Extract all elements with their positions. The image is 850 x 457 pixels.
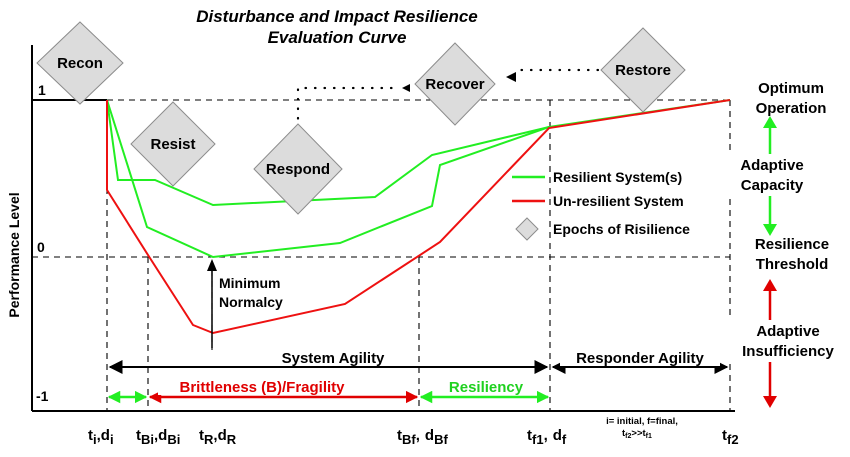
unresilient-curve bbox=[106, 99, 731, 335]
legend: Resilient System(s) Un-resilient System … bbox=[512, 169, 690, 241]
adaptive-insufficiency-label-bg bbox=[725, 320, 845, 362]
legend-resilient-label: Resilient System(s) bbox=[553, 169, 682, 185]
resiliency-label-bg bbox=[440, 379, 532, 395]
optimum-line-1: Optimum bbox=[758, 80, 824, 97]
phase-restore: Restore bbox=[600, 27, 686, 113]
adaptive-insufficiency-arrowhead-down bbox=[763, 396, 777, 408]
y-tick-minus-1: -1 bbox=[36, 388, 49, 404]
responder-agility-label-bg bbox=[560, 350, 720, 366]
phase-respond: Respond bbox=[253, 123, 343, 215]
legend-epochs-swatch bbox=[515, 217, 539, 241]
legend-unresilient-label: Un-resilient System bbox=[553, 193, 684, 209]
phase-recover: Recover bbox=[414, 42, 496, 126]
legend-epochs-label: Epochs of Risilience bbox=[553, 221, 690, 237]
adaptive-capacity-line-2: Capacity bbox=[741, 177, 804, 194]
x-tick-tbi-dbi: tBi,dBi bbox=[136, 427, 180, 447]
responder-agility-label: Responder Agility bbox=[576, 350, 704, 367]
adaptive-insufficiency-line-2: Insufficiency bbox=[742, 343, 834, 360]
phase-recover-label: Recover bbox=[425, 76, 484, 93]
phase-recon: Recon bbox=[36, 21, 124, 105]
system-agility-label-bg bbox=[270, 350, 396, 366]
adaptive-capacity-arrowhead-down bbox=[763, 224, 777, 236]
adaptive-insufficiency-line-1: Adaptive bbox=[756, 323, 819, 340]
x-note-line-1: i= initial, f=final, bbox=[606, 416, 678, 427]
restore-to-recover-arrowhead bbox=[506, 72, 516, 82]
adaptive-insufficiency-arrowhead-up bbox=[763, 279, 777, 291]
title-line-2: Evaluation Curve bbox=[268, 28, 407, 47]
adaptive-capacity-line-1: Adaptive bbox=[740, 157, 803, 174]
resiliency-label: Resiliency bbox=[449, 379, 524, 396]
adaptive-capacity-arrowhead-up bbox=[763, 116, 777, 128]
minimum-normalcy-line-1: Minimum bbox=[219, 275, 280, 291]
brittleness-label: Brittleness (B)/Fragility bbox=[179, 379, 345, 396]
x-note-line-2: tf2>>tf1 bbox=[622, 428, 652, 440]
phase-restore-label: Restore bbox=[615, 62, 671, 79]
x-tick-tbf-dbf: tBf, dBf bbox=[397, 427, 448, 447]
phase-recon-label: Recon bbox=[57, 55, 103, 72]
resilience-threshold-line-1: Resilience bbox=[755, 236, 829, 253]
resilient-lower-curve bbox=[106, 99, 550, 259]
respond-to-recover-arrowhead bbox=[402, 84, 410, 92]
minimum-normalcy-arrowhead bbox=[207, 259, 217, 271]
x-tick-tr-dr: tR,dR bbox=[199, 427, 237, 447]
optimum-line-2: Operation bbox=[756, 100, 827, 117]
brittleness-label-bg bbox=[158, 379, 376, 395]
phase-respond-label: Respond bbox=[266, 161, 330, 178]
y-tick-0: 0 bbox=[37, 239, 45, 255]
phase-resist: Resist bbox=[130, 101, 216, 187]
adaptive-capacity-label-bg bbox=[725, 154, 817, 196]
y-axis-label: Performance Level bbox=[6, 192, 22, 317]
respond-to-recover-dots bbox=[296, 86, 402, 130]
x-tick-ti-di: ti,di bbox=[88, 427, 114, 447]
y-tick-1: 1 bbox=[38, 82, 46, 98]
x-tick-tf1-df: tf1, df bbox=[527, 427, 567, 447]
system-agility-label: System Agility bbox=[282, 350, 385, 367]
phase-resist-label: Resist bbox=[150, 136, 195, 153]
title-line-1: Disturbance and Impact Resilience bbox=[196, 7, 478, 26]
minimum-normalcy-line-2: Normalcy bbox=[219, 294, 283, 310]
x-tick-tf2: tf2 bbox=[722, 427, 739, 447]
resilience-threshold-line-2: Threshold bbox=[756, 256, 829, 273]
